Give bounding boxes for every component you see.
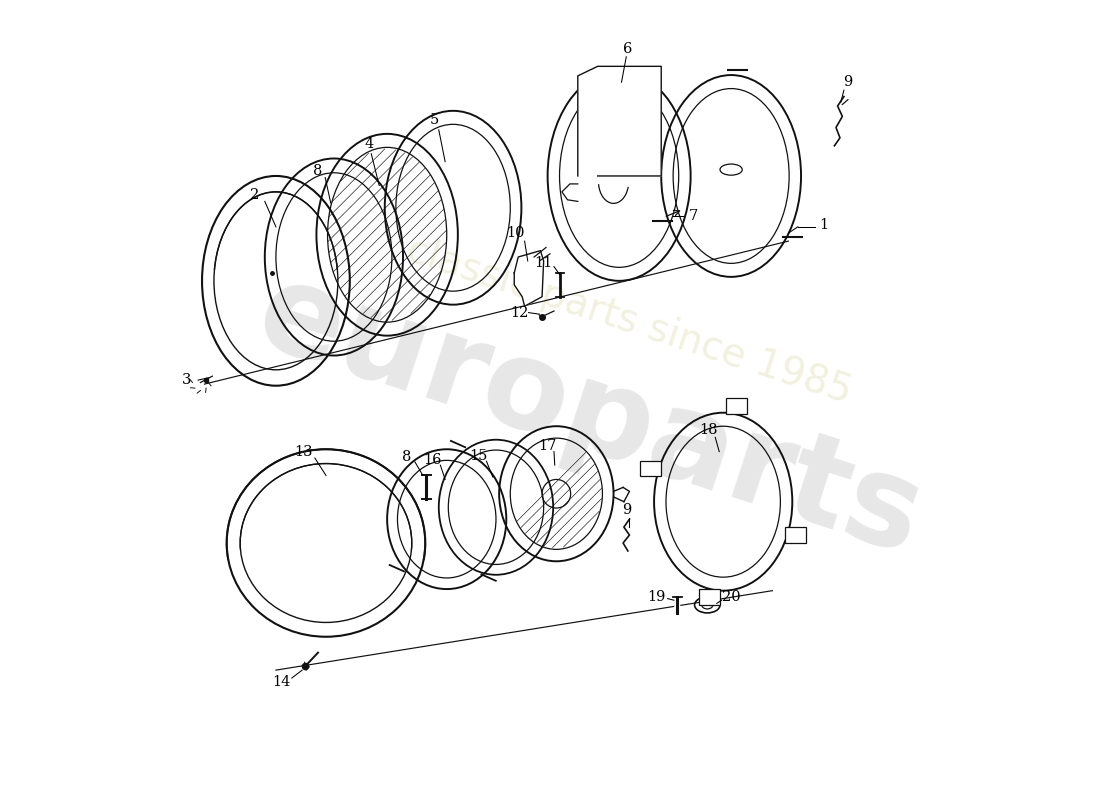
Text: 20: 20 (722, 590, 740, 604)
FancyBboxPatch shape (640, 461, 661, 477)
Text: 3: 3 (182, 373, 190, 387)
Text: 9: 9 (844, 75, 852, 90)
Polygon shape (515, 250, 543, 306)
Text: 1: 1 (820, 218, 828, 232)
Text: 8: 8 (403, 450, 411, 464)
Text: 9: 9 (623, 502, 631, 517)
Text: 2: 2 (250, 188, 260, 202)
Text: 19: 19 (647, 590, 666, 604)
Text: 6: 6 (624, 42, 632, 56)
FancyBboxPatch shape (726, 398, 747, 414)
FancyBboxPatch shape (785, 527, 806, 542)
Text: 18: 18 (700, 423, 718, 437)
Text: 12: 12 (510, 306, 529, 320)
Text: 17: 17 (538, 439, 557, 453)
Polygon shape (578, 66, 661, 176)
Text: 15: 15 (470, 449, 487, 462)
Text: 16: 16 (424, 453, 442, 466)
Text: 14: 14 (273, 675, 290, 689)
Text: 5: 5 (430, 114, 439, 127)
FancyBboxPatch shape (700, 589, 720, 605)
Text: 8: 8 (312, 164, 322, 178)
Text: 13: 13 (295, 445, 313, 458)
Text: classic parts since 1985: classic parts since 1985 (403, 230, 857, 410)
Text: 7: 7 (689, 209, 697, 222)
Text: 11: 11 (535, 256, 553, 270)
Text: europarts: europarts (242, 252, 937, 580)
Text: 10: 10 (507, 226, 525, 240)
Text: 4: 4 (364, 137, 374, 151)
